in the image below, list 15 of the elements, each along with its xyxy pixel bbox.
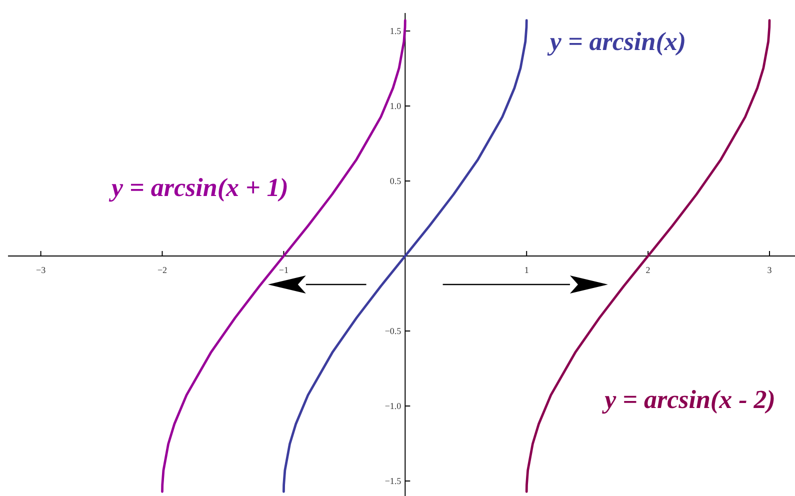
y-tick-label: −1.5 <box>384 476 402 486</box>
series-label: y = arcsin(x) <box>546 27 686 56</box>
y-tick-label: 0.5 <box>390 176 402 186</box>
y-tick-label: 1.0 <box>390 101 402 111</box>
x-tick-label: −2 <box>157 265 168 275</box>
series-label: y = arcsin(x + 1) <box>108 173 288 202</box>
y-tick-label: −0.5 <box>384 326 402 336</box>
x-tick-label: 2 <box>646 265 650 275</box>
x-tick-label: −3 <box>36 265 46 275</box>
x-tick-label: −1 <box>278 265 288 275</box>
x-tick-label: 3 <box>767 265 772 275</box>
y-tick-label: −1.0 <box>384 401 402 411</box>
x-tick-label: 1 <box>524 265 529 275</box>
y-tick-label: 1.5 <box>390 26 402 36</box>
series-label: y = arcsin(x - 2) <box>602 385 776 414</box>
